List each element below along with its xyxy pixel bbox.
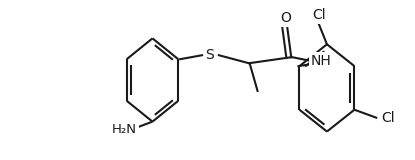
Text: NH: NH — [310, 54, 331, 68]
Text: Cl: Cl — [381, 111, 395, 125]
Text: S: S — [205, 48, 214, 62]
Text: Cl: Cl — [312, 8, 326, 22]
Text: O: O — [280, 11, 291, 24]
Text: H₂N: H₂N — [112, 123, 137, 136]
